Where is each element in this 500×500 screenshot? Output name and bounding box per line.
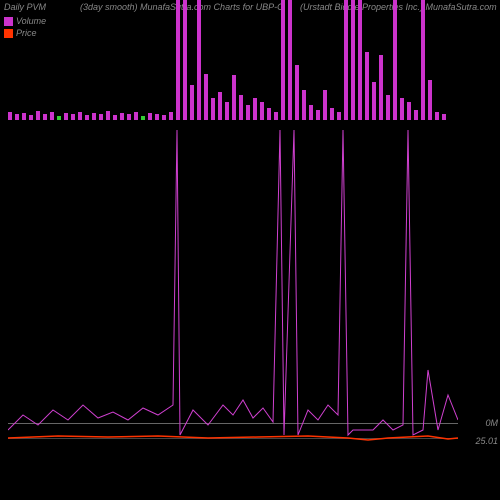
volume-bar	[344, 0, 348, 120]
volume-bar	[36, 111, 40, 120]
volume-bar	[302, 90, 306, 120]
volume-bar	[295, 65, 299, 120]
volume-bar	[365, 52, 369, 120]
volume-bar	[253, 98, 257, 120]
volume-bar	[197, 0, 201, 120]
volume-bar	[260, 102, 264, 120]
volume-bar	[358, 0, 362, 120]
volume-bar	[232, 75, 236, 120]
volume-bar	[351, 0, 355, 120]
volume-bar	[400, 98, 404, 120]
volume-bar	[281, 0, 285, 120]
price-line	[8, 436, 458, 440]
volume-bar	[50, 112, 54, 120]
volume-bar	[183, 0, 187, 120]
volume-bar	[246, 105, 250, 120]
axis-price-label: 25.01	[475, 436, 498, 446]
volume-bar	[64, 113, 68, 120]
volume-bar	[106, 111, 110, 120]
volume-bar	[316, 110, 320, 120]
volume-bar	[379, 55, 383, 120]
volume-bar	[274, 112, 278, 120]
volume-bar	[211, 98, 215, 120]
volume-bar	[435, 112, 439, 120]
volume-bar	[393, 0, 397, 120]
volume-bar	[330, 108, 334, 120]
volume-bar	[8, 112, 12, 120]
volume-bar	[225, 102, 229, 120]
volume-bar	[78, 112, 82, 120]
volume-bar	[134, 112, 138, 120]
price-area	[8, 120, 458, 460]
volume-bar	[323, 90, 327, 120]
volume-bar	[309, 105, 313, 120]
volume-bar	[407, 102, 411, 120]
volume-bar	[92, 113, 96, 120]
volume-bar	[372, 82, 376, 120]
volume-bar	[386, 95, 390, 120]
volume-bar	[204, 74, 208, 120]
volume-bar	[120, 113, 124, 120]
volume-line	[8, 130, 458, 435]
volume-bar	[288, 0, 292, 120]
volume-bar	[169, 112, 173, 120]
volume-bars	[8, 0, 458, 120]
chart-area	[0, 0, 460, 500]
axis-volume-label: 0M	[485, 418, 498, 428]
line-overlay	[8, 120, 458, 460]
volume-bar	[421, 0, 425, 120]
volume-bar	[190, 85, 194, 120]
volume-bar	[337, 112, 341, 120]
volume-bar	[239, 95, 243, 120]
volume-bar	[22, 113, 26, 120]
volume-bar	[148, 113, 152, 120]
volume-bar	[176, 0, 180, 120]
volume-bar	[267, 108, 271, 120]
volume-bar	[218, 92, 222, 120]
volume-bar	[428, 80, 432, 120]
volume-bar	[414, 110, 418, 120]
